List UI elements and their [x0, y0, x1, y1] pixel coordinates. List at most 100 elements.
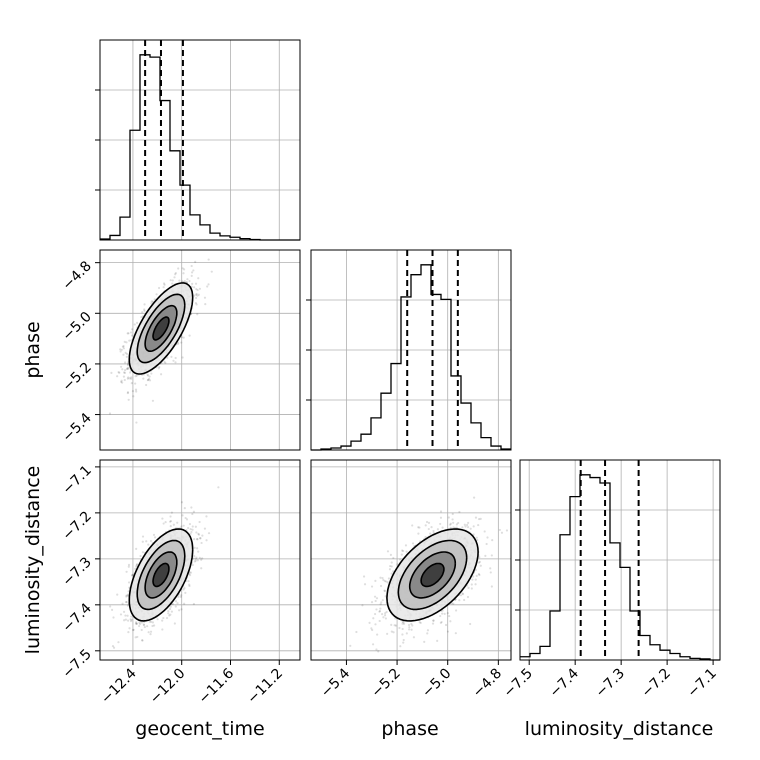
sample-point — [479, 517, 482, 520]
sample-point — [458, 510, 461, 514]
sample-point — [198, 537, 202, 540]
sample-point — [194, 260, 197, 263]
sample-point — [159, 373, 163, 376]
sample-point — [184, 591, 187, 594]
sample-point — [151, 399, 155, 402]
sample-point — [373, 595, 377, 598]
sample-point — [372, 617, 375, 620]
joint-panel-geocent_time-vs-phase — [99, 249, 301, 451]
sample-point — [417, 526, 420, 529]
sample-point — [187, 579, 190, 583]
sample-point — [130, 615, 133, 618]
sample-point — [400, 553, 403, 556]
sample-point — [126, 377, 130, 380]
sample-point — [430, 526, 433, 529]
sample-point — [126, 391, 129, 395]
sample-point — [190, 271, 194, 274]
sample-point — [180, 525, 183, 528]
sample-point — [408, 626, 411, 629]
sample-point — [151, 621, 155, 624]
sample-point — [122, 619, 126, 622]
sample-point — [410, 622, 413, 626]
sample-point — [194, 525, 197, 528]
sample-point — [383, 614, 387, 617]
sample-point — [177, 267, 180, 270]
contour-0.5-sigma — [152, 316, 170, 341]
sample-point — [217, 486, 220, 489]
sample-point — [386, 632, 389, 635]
sample-point — [162, 286, 165, 289]
sample-point — [196, 547, 199, 550]
sample-point — [125, 594, 128, 597]
sample-point — [135, 374, 138, 377]
panel-content — [108, 258, 213, 424]
sample-point — [141, 551, 145, 554]
sample-point — [147, 377, 151, 380]
sample-point — [379, 603, 382, 606]
contour-1-sigma — [144, 551, 178, 599]
y-axis-label-luminosity-distance: luminosity_distance — [22, 466, 44, 655]
sample-point — [163, 283, 166, 286]
sample-point — [136, 635, 139, 639]
sample-point — [125, 341, 128, 344]
sample-point — [146, 625, 149, 628]
sample-point — [196, 538, 199, 541]
sample-point — [169, 519, 173, 523]
sample-point — [399, 558, 402, 561]
sample-point — [373, 612, 377, 616]
sample-point — [199, 537, 202, 540]
sample-point — [168, 614, 171, 617]
sample-point — [108, 412, 112, 415]
sample-point — [141, 311, 144, 314]
sample-point — [485, 542, 488, 546]
sample-point — [188, 279, 191, 283]
sample-point — [195, 292, 198, 296]
sample-point — [191, 563, 194, 567]
sample-point — [135, 622, 138, 625]
sample-point — [477, 561, 481, 564]
sample-point — [467, 586, 470, 589]
sample-point — [458, 599, 461, 602]
sample-point — [206, 285, 209, 288]
x-tick-label-geocent_time: −12.4 — [98, 665, 140, 707]
sample-point — [181, 267, 184, 270]
sample-point — [127, 565, 130, 568]
sample-point — [474, 583, 477, 586]
sample-point — [375, 608, 378, 611]
contour-1.5-sigma — [397, 539, 468, 611]
sample-point — [412, 636, 416, 639]
sample-point — [124, 618, 128, 621]
panel-content — [109, 486, 220, 649]
sample-point — [363, 583, 367, 586]
sample-point — [470, 583, 473, 586]
sample-point — [127, 590, 130, 593]
sample-point — [126, 332, 129, 335]
sample-point — [162, 522, 165, 525]
sample-point — [197, 293, 200, 296]
panel-content — [349, 496, 509, 653]
contour-2-sigma — [128, 282, 194, 375]
sample-point — [384, 617, 388, 620]
sample-point — [183, 280, 186, 283]
sample-point — [138, 621, 141, 624]
sample-point — [418, 526, 421, 529]
sample-point — [389, 553, 392, 556]
sample-point — [148, 375, 151, 378]
sample-point — [174, 605, 177, 608]
sample-point — [188, 522, 192, 526]
sample-point — [407, 623, 411, 627]
sample-point — [376, 633, 379, 636]
sample-point — [469, 527, 472, 530]
sample-point — [133, 323, 136, 326]
sample-point — [120, 379, 123, 382]
x-tick-label-phase: −5.4 — [318, 665, 353, 700]
x-axis-label-phase: phase — [381, 718, 438, 740]
sample-point — [164, 361, 167, 365]
sample-point — [410, 628, 413, 631]
sample-point — [126, 391, 130, 394]
sample-point — [138, 622, 142, 626]
sample-point — [140, 315, 143, 319]
sample-point — [183, 586, 186, 590]
sample-point — [134, 388, 138, 391]
sample-point — [130, 331, 133, 334]
